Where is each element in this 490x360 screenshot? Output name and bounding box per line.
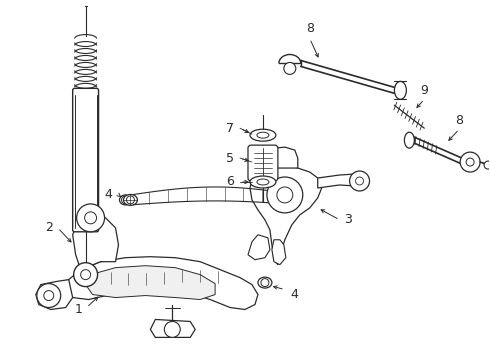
Circle shape: [81, 270, 91, 280]
Circle shape: [44, 291, 54, 301]
Polygon shape: [268, 147, 298, 168]
Circle shape: [267, 177, 303, 213]
Ellipse shape: [258, 277, 272, 288]
Circle shape: [74, 263, 98, 287]
Circle shape: [466, 158, 474, 166]
Polygon shape: [66, 257, 258, 310]
Ellipse shape: [257, 179, 269, 185]
Polygon shape: [150, 319, 195, 337]
FancyBboxPatch shape: [73, 88, 98, 232]
Ellipse shape: [120, 195, 131, 205]
Polygon shape: [318, 174, 358, 188]
Text: 8: 8: [306, 22, 314, 35]
Circle shape: [277, 187, 293, 203]
Polygon shape: [86, 266, 215, 300]
Text: 9: 9: [420, 84, 428, 97]
Text: 4: 4: [291, 288, 299, 301]
Text: 6: 6: [226, 175, 234, 189]
Text: 7: 7: [226, 122, 234, 135]
Text: 5: 5: [226, 152, 234, 165]
Ellipse shape: [394, 81, 406, 99]
Text: 1: 1: [74, 303, 83, 316]
Circle shape: [484, 161, 490, 169]
Circle shape: [261, 279, 269, 287]
Circle shape: [126, 196, 134, 204]
Text: 4: 4: [104, 188, 113, 202]
Circle shape: [356, 177, 364, 185]
Polygon shape: [73, 215, 119, 270]
Polygon shape: [250, 165, 322, 265]
Ellipse shape: [250, 176, 276, 188]
Text: 2: 2: [45, 221, 53, 234]
Ellipse shape: [404, 132, 415, 148]
Circle shape: [460, 152, 480, 172]
Circle shape: [164, 321, 180, 337]
Circle shape: [122, 196, 129, 204]
Ellipse shape: [257, 132, 269, 138]
Ellipse shape: [123, 194, 137, 206]
Text: 3: 3: [343, 213, 351, 226]
Circle shape: [37, 284, 61, 307]
Circle shape: [284, 62, 296, 75]
Ellipse shape: [250, 129, 276, 141]
Polygon shape: [272, 240, 286, 265]
Circle shape: [76, 204, 104, 232]
FancyBboxPatch shape: [248, 145, 278, 181]
Circle shape: [85, 212, 97, 224]
Polygon shape: [248, 235, 270, 260]
Text: 8: 8: [455, 114, 463, 127]
Polygon shape: [36, 280, 73, 310]
Circle shape: [349, 171, 369, 191]
